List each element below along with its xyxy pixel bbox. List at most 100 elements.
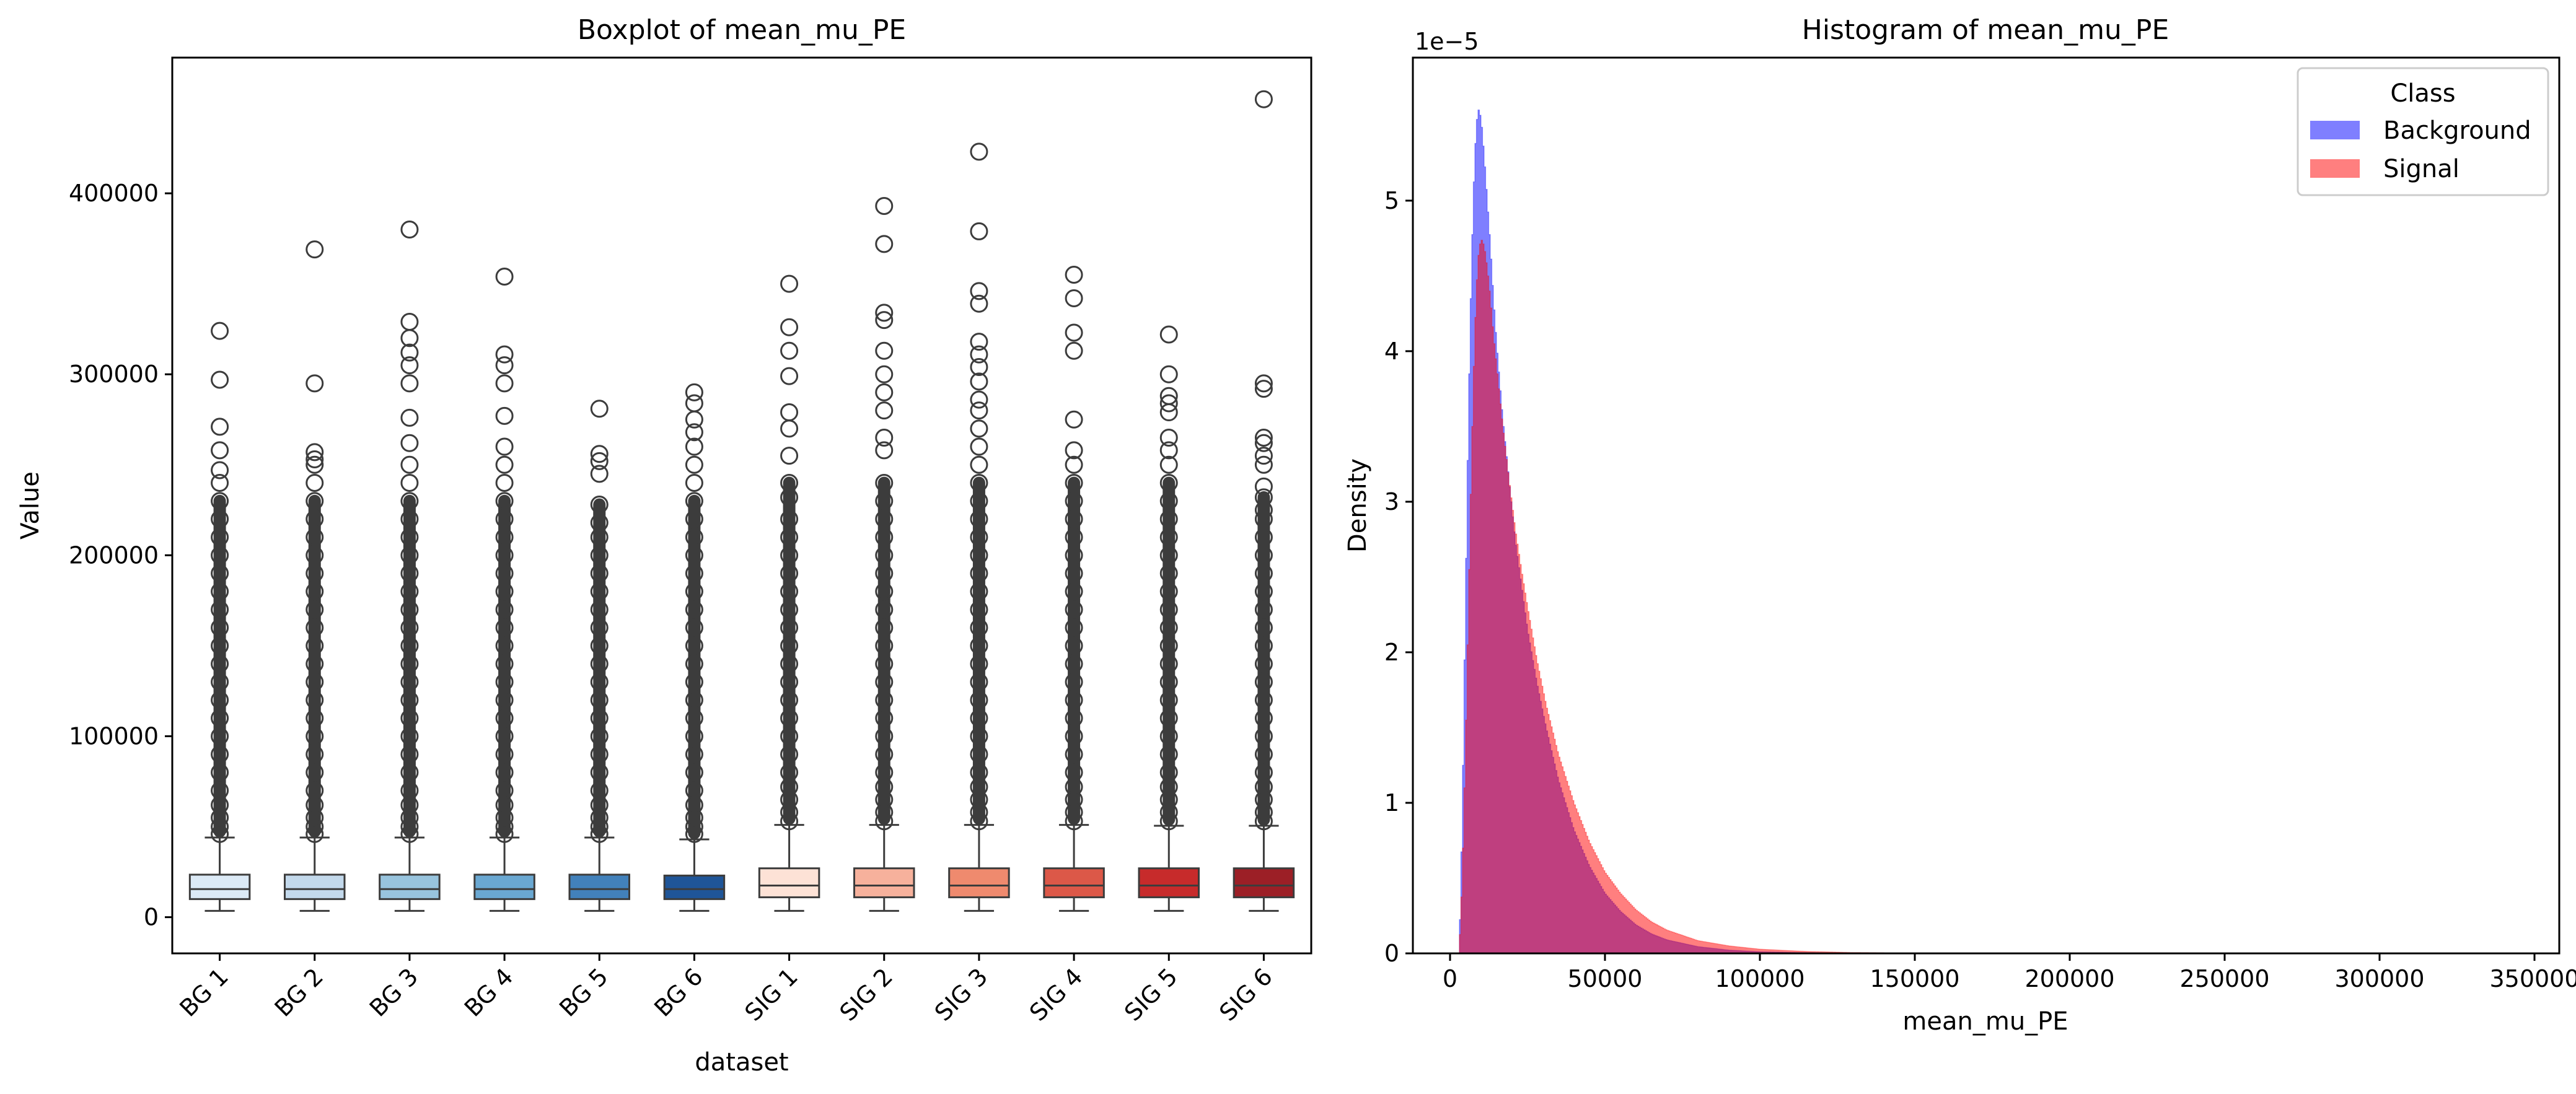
box-flier (970, 763, 988, 782)
box-flier (211, 473, 229, 492)
box-flier (495, 437, 514, 456)
box-flier (875, 745, 894, 764)
legend-box (2297, 67, 2549, 196)
histogram-series-signal (1459, 240, 1977, 954)
box-flier (685, 410, 703, 429)
box-flier (970, 419, 988, 438)
box-flier (780, 636, 799, 655)
box-flier (875, 727, 894, 745)
box-flier (1159, 428, 1178, 447)
box-flier (780, 341, 799, 360)
box-flier (780, 709, 799, 727)
box-flier (970, 636, 988, 655)
box-flier (875, 618, 894, 637)
box-flier (590, 546, 609, 564)
histogram-marks (1459, 109, 1977, 954)
box-body (758, 867, 820, 898)
box-flier (780, 403, 799, 422)
box-flier (400, 408, 419, 427)
box-flier (306, 655, 324, 673)
box-bg-3 (379, 221, 441, 912)
box-flier (970, 655, 988, 673)
box-flier (1159, 803, 1178, 821)
box-flier (780, 763, 799, 782)
box-flier (780, 727, 799, 745)
box-flier (495, 528, 514, 546)
box-flier (306, 473, 324, 492)
box-flier (590, 691, 609, 709)
box-flier (211, 528, 229, 546)
box-flier (1254, 673, 1273, 691)
histogram-y-tick-label: 3 (1384, 488, 1399, 515)
box-flier (495, 473, 514, 492)
box-flier (1065, 510, 1083, 528)
box-flier (1159, 441, 1178, 460)
box-flier (1254, 380, 1273, 398)
box-flier (685, 808, 703, 827)
box-flier (1254, 745, 1273, 764)
box-flier (1159, 510, 1178, 528)
legend-label-signal: Signal (2383, 155, 2460, 183)
box-flier (590, 781, 609, 800)
box-flier (495, 356, 514, 375)
box-flier (685, 394, 703, 413)
legend-swatch-background (2310, 121, 2360, 139)
box-flier (590, 465, 609, 483)
box-flier (875, 528, 894, 546)
legend-swatch-signal (2310, 159, 2360, 178)
box-flier (495, 582, 514, 601)
box-flier (400, 582, 419, 601)
box-flier (211, 795, 229, 814)
box-flier (1065, 763, 1083, 782)
box-flier (780, 488, 799, 507)
box-flier (211, 492, 229, 510)
box-flier (875, 763, 894, 782)
box-flier (590, 808, 609, 827)
box-sig-6 (1233, 90, 1295, 912)
box-flier (780, 318, 799, 336)
histogram-x-tick-label: 150000 (1870, 965, 1959, 992)
box-flier (1254, 477, 1273, 496)
box-flier (875, 428, 894, 447)
histogram-y-label: Density (1343, 458, 1372, 553)
box-flier (970, 401, 988, 420)
box-flier (400, 808, 419, 827)
box-flier (590, 528, 609, 546)
histogram-chart: Histogram of mean_mu_PE 0 1 2 3 4 5 0 50000 100… (1343, 14, 2576, 1036)
box-flier (875, 636, 894, 655)
box-flier (780, 673, 799, 691)
box-flier (495, 345, 514, 364)
box-flier (495, 564, 514, 583)
box-flier (590, 709, 609, 727)
box-flier (685, 473, 703, 492)
box-flier (970, 345, 988, 364)
boxplot-x-tick-label: SIG 3 (930, 963, 993, 1026)
box-flier (400, 473, 419, 492)
box-flier (590, 655, 609, 673)
box-flier (400, 673, 419, 691)
box-flier (1159, 492, 1178, 510)
box-flier (1254, 777, 1273, 796)
box-flier (306, 240, 324, 259)
box-flier (495, 636, 514, 655)
histogram-x-tick-label: 200000 (2024, 965, 2114, 992)
box-flier (875, 365, 894, 383)
box-flier (875, 383, 894, 401)
box-flier (1065, 546, 1083, 564)
box-flier (685, 781, 703, 800)
box-flier (1254, 636, 1273, 655)
box-flier (970, 222, 988, 240)
box-flier (590, 514, 609, 532)
box-flier (970, 546, 988, 564)
box-flier (400, 374, 419, 393)
box-flier (1254, 455, 1273, 474)
box-flier (1254, 90, 1273, 108)
box-flier (1159, 528, 1178, 546)
boxplot-frame (171, 56, 1312, 955)
box-flier (970, 582, 988, 601)
box-flier (590, 795, 609, 814)
box-body (379, 873, 441, 900)
box-flier (211, 709, 229, 727)
box-flier (400, 709, 419, 727)
box-flier (685, 528, 703, 546)
